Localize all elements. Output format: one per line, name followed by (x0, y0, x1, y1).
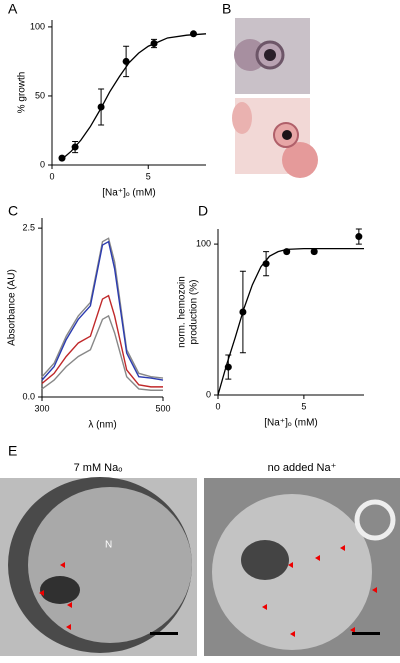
x-axis-label: [Na⁺]ₒ (mM) (102, 188, 156, 199)
y-axis-label: % growth (17, 72, 28, 114)
x-tick-label: 500 (155, 403, 170, 413)
y-tick-label: 100 (196, 238, 211, 248)
fit-curve (217, 247, 364, 396)
data-point (97, 103, 105, 111)
data-point (310, 248, 318, 256)
x-tick-label: 0 (215, 401, 220, 411)
blood-smear-images (232, 18, 318, 178)
y-tick-label: 0.0 (22, 391, 35, 401)
y-axis-label: production (%) (189, 279, 200, 344)
micrograph-caption: 7 mM Naₒ (74, 462, 123, 474)
spectrum-line (41, 237, 164, 379)
data-point (283, 248, 291, 256)
panel-label: A (8, 1, 18, 17)
panel-label: C (8, 203, 18, 219)
y-tick-label: 2.5 (22, 223, 35, 233)
fit-curve (61, 33, 207, 160)
em-images: N (0, 477, 400, 656)
x-axis-label: λ (nm) (88, 420, 116, 431)
x-axis-label: [Na⁺]ₒ (mM) (264, 418, 318, 429)
x-tick-label: 5 (146, 171, 151, 181)
data-point (189, 30, 197, 38)
data-point (58, 154, 66, 162)
y-tick-label: 0 (40, 159, 45, 169)
data-point (239, 308, 247, 316)
panel-label: D (198, 203, 208, 219)
micrograph-caption: no added Na⁺ (268, 462, 337, 474)
panel-label: E (8, 443, 17, 459)
x-tick-label: 300 (34, 403, 49, 413)
spectrum-line (41, 294, 163, 388)
x-tick-label: 5 (301, 401, 306, 411)
data-point (224, 363, 232, 371)
x-tick-label: 0 (49, 171, 54, 181)
data-point (122, 57, 130, 65)
spectrum-line (41, 314, 163, 391)
y-tick-label: 50 (35, 90, 45, 100)
nucleus-label: N (105, 540, 112, 551)
data-point (71, 143, 79, 151)
data-point (355, 233, 363, 241)
y-tick-label: 100 (30, 21, 45, 31)
y-tick-label: 0 (206, 389, 211, 399)
spectrum-line (41, 240, 164, 381)
data-point (150, 39, 158, 47)
y-axis-label: norm. hemozoin (177, 276, 188, 348)
y-axis-label: Absorbance (AU) (7, 269, 18, 346)
panel-label: B (222, 1, 231, 17)
data-point (262, 260, 270, 268)
